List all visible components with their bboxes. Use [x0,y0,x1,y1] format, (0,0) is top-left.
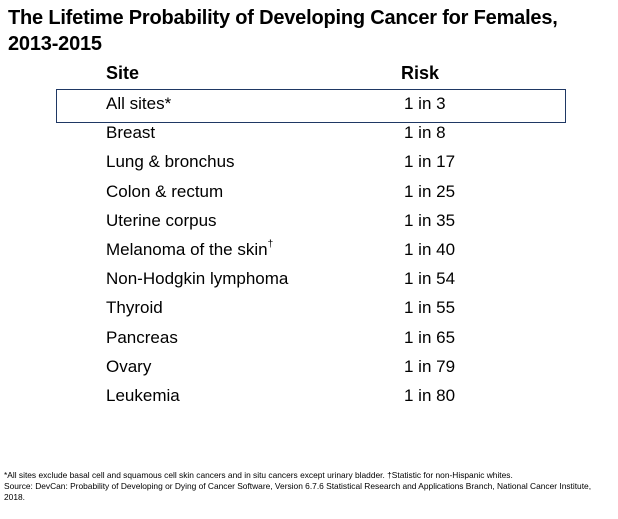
row-site-label: All sites* [106,94,172,113]
row-risk-value: 1 in 8 [404,123,446,143]
row-risk-value: 1 in 40 [404,239,456,259]
row-risk-value: 1 in 65 [404,327,456,347]
row-risk-value: 1 in 35 [404,210,456,230]
row-site-label: Breast [106,123,156,143]
row-site-label: Melanoma of the skin† [106,238,274,259]
row-risk-value: 1 in 79 [404,356,456,376]
table-row: Melanoma of the skin† 1 in 40 [0,238,618,269]
table-row: Lung & bronchus 1 in 17 [0,152,618,181]
table-row: Breast 1 in 8 [0,123,618,152]
table-body: All sites* 1 in 3 Breast 1 in 8 Lung & b… [0,94,618,415]
row-site-label: Ovary [106,356,152,376]
column-header-risk: Risk [401,63,440,83]
row-site-label: Leukemia [106,385,180,405]
dagger-superscript: † [267,238,274,250]
footnote-source: Source: DevCan: Probability of Developin… [4,481,592,502]
row-site-label: Lung & bronchus [106,152,235,172]
row-risk-value: 1 in 25 [404,181,456,201]
table-header: Site Risk [0,63,618,87]
column-header-site: Site [106,63,140,83]
footnote-exclusions: *All sites exclude basal cell and squamo… [4,470,513,480]
row-site-label: Pancreas [106,327,178,347]
table-row: Ovary 1 in 79 [0,357,618,386]
row-risk-value: 1 in 55 [404,298,456,318]
row-site-label: Non-Hodgkin lymphoma [106,269,289,289]
row-risk-value: 1 in 17 [404,152,456,172]
row-site-label: Thyroid [106,298,163,318]
table-row: All sites* 1 in 3 [0,94,618,123]
table-row: Non-Hodgkin lymphoma 1 in 54 [0,269,618,298]
row-site-label: Colon & rectum [106,181,224,201]
table-row: Thyroid 1 in 55 [0,298,618,327]
row-risk-value: 1 in 80 [404,385,456,405]
table-row: Pancreas 1 in 65 [0,328,618,357]
row-site-label: Uterine corpus [106,210,217,230]
slide-title: The Lifetime Probability of Developing C… [8,7,558,55]
highlight-box-all-sites [56,89,566,123]
footnote: *All sites exclude basal cell and squamo… [4,470,604,503]
table-row: Uterine corpus 1 in 35 [0,211,618,240]
table-row: Leukemia 1 in 80 [0,386,618,415]
row-risk-value: 1 in 54 [404,269,456,289]
row-risk-value: 1 in 3 [404,94,446,113]
table-row: Colon & rectum 1 in 25 [0,182,618,211]
